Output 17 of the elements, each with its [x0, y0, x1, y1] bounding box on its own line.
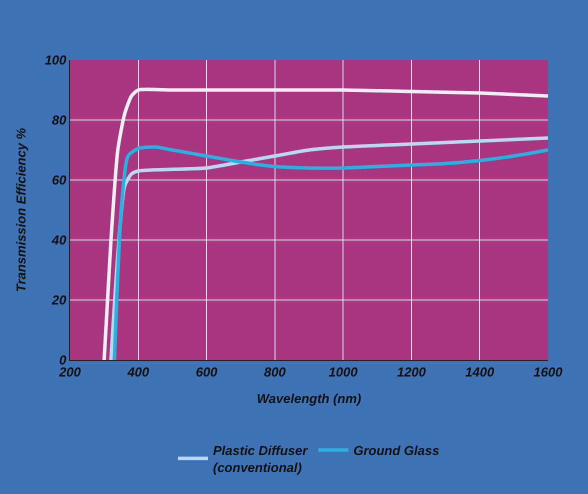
y-tick-label: 60: [52, 172, 68, 188]
y-axis-title: Transmission Efficiency %: [14, 127, 29, 292]
x-tick-label: 1200: [396, 364, 427, 380]
line-series: [102, 88, 548, 360]
y-tick-label: 40: [50, 232, 68, 248]
x-axis-title: Wavelength (nm): [256, 391, 362, 406]
x-tick-label: 1400: [465, 364, 495, 380]
y-tick-label: 80: [52, 112, 68, 128]
legend-label: Plastic Diffuser (conventional): [213, 443, 308, 475]
x-tick-label: 800: [264, 364, 286, 380]
y-tick-label: 100: [44, 52, 68, 68]
x-tick-label: 1600: [534, 364, 564, 380]
x-tick-label: 600: [196, 364, 218, 380]
x-tick-label: 1000: [328, 364, 358, 380]
y-tick-label: 20: [50, 292, 68, 308]
x-tick-label: 400: [126, 364, 150, 380]
legend-label: Ground Glass: [353, 443, 440, 458]
